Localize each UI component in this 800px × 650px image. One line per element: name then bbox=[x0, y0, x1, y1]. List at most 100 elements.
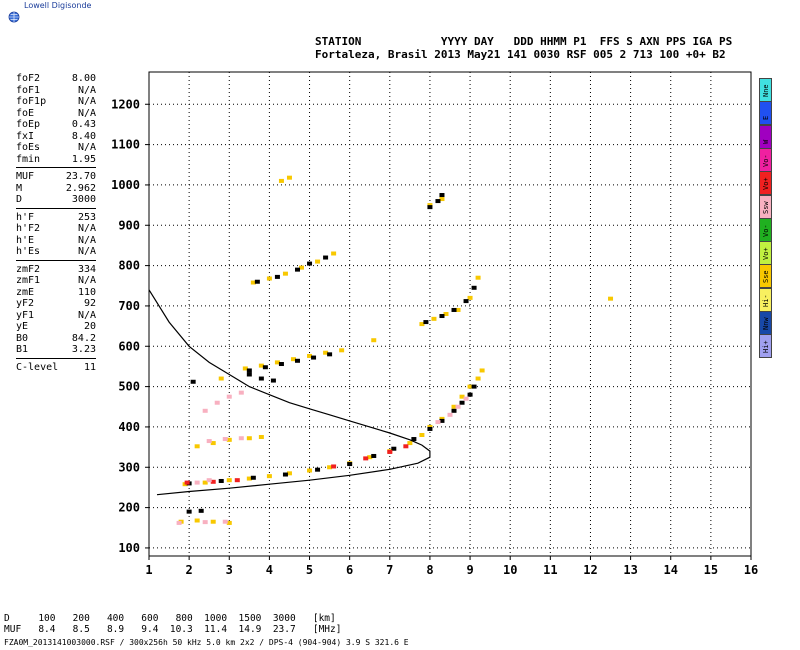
echo-point bbox=[262, 365, 268, 370]
echo-point bbox=[463, 396, 469, 401]
param-row: h'E N/A bbox=[16, 235, 96, 247]
legend-label: Vo- bbox=[762, 224, 770, 237]
echo-point bbox=[278, 178, 284, 183]
legend-label: Nnw bbox=[762, 317, 770, 330]
echo-point bbox=[427, 205, 433, 210]
echo-point bbox=[202, 480, 208, 485]
echo-point bbox=[282, 472, 288, 477]
echo-point bbox=[459, 400, 465, 405]
echo-point bbox=[439, 314, 445, 319]
echo-point bbox=[238, 390, 244, 395]
echo-point bbox=[274, 360, 280, 365]
echo-point bbox=[266, 474, 272, 479]
param-row: foF1 N/A bbox=[16, 85, 96, 97]
legend-label: Vo- bbox=[762, 154, 770, 167]
echo-point bbox=[323, 350, 329, 355]
header-line-1: STATION YYYY DAY DDD HHMM P1 FFS S AXN P… bbox=[315, 35, 733, 48]
param-row: zmE 110 bbox=[16, 287, 96, 299]
params-group-1: foF2 8.00 foF1 N/A foF1p N/A foE N/A foEp 0.43 fxI… bbox=[16, 73, 96, 165]
muf-table-row-muf: MUF 8.4 8.5 8.9 9.4 10.3 11.4 14.9 23.7 … bbox=[4, 624, 342, 635]
param-name: foEp bbox=[16, 119, 41, 130]
echo-point bbox=[234, 478, 240, 483]
param-value: 3000 bbox=[71, 194, 96, 205]
param-value: 92 bbox=[83, 298, 96, 309]
header-line-2: Fortaleza, Brasil 2013 May21 141 0030 RS… bbox=[315, 48, 726, 61]
echo-point bbox=[202, 520, 208, 525]
echo-point bbox=[451, 404, 457, 409]
y-tick-label: 600 bbox=[118, 339, 140, 353]
param-value: 84.2 bbox=[71, 332, 96, 344]
echo-point bbox=[471, 384, 477, 389]
param-name: foE bbox=[16, 107, 35, 119]
echo-point bbox=[467, 295, 473, 300]
echo-point bbox=[459, 394, 465, 399]
x-tick-label: 3 bbox=[226, 563, 233, 577]
params-group-5: C-level 11 bbox=[16, 362, 96, 374]
x-tick-label: 6 bbox=[346, 563, 353, 577]
echo-point bbox=[206, 439, 212, 444]
param-name: foF1 bbox=[16, 84, 41, 96]
echo-point bbox=[331, 251, 337, 256]
echo-point bbox=[439, 416, 445, 421]
echo-point bbox=[475, 376, 481, 381]
echo-point bbox=[339, 348, 345, 353]
param-value: 2.962 bbox=[65, 182, 96, 194]
echo-point bbox=[435, 420, 441, 425]
divider bbox=[16, 259, 96, 261]
param-row: B1 3.23 bbox=[16, 344, 96, 356]
legend-swatch bbox=[759, 101, 772, 126]
echo-point bbox=[286, 175, 292, 180]
param-name: MUF bbox=[16, 171, 35, 182]
echo-point bbox=[451, 307, 457, 312]
echo-point bbox=[294, 267, 300, 272]
echo-point bbox=[463, 299, 469, 304]
param-value: 253 bbox=[77, 211, 96, 223]
echo-point bbox=[323, 255, 329, 260]
echo-point bbox=[238, 436, 244, 441]
param-value: N/A bbox=[77, 84, 96, 96]
echo-point bbox=[327, 465, 333, 470]
param-name: zmF2 bbox=[16, 263, 41, 275]
echo-point bbox=[250, 280, 256, 285]
y-tick-label: 300 bbox=[118, 460, 140, 474]
echo-point bbox=[184, 480, 190, 485]
params-group-4: zmF2 334 zmF1 N/A zmE 110 yF2 92 yF1 N/A yE 20 B0 84.… bbox=[16, 264, 96, 356]
echo-point bbox=[274, 274, 280, 279]
echo-point bbox=[371, 453, 377, 458]
echo-point bbox=[411, 437, 417, 442]
echo-point bbox=[363, 456, 369, 461]
echo-point bbox=[222, 519, 228, 524]
divider bbox=[16, 357, 96, 359]
muf-table-row-distance: D 100 200 400 600 800 1000 1500 3000 [km… bbox=[4, 613, 336, 624]
x-tick-label: 15 bbox=[704, 563, 718, 577]
echo-point bbox=[190, 379, 196, 384]
app-logo-text: Lowell Digisonde bbox=[24, 1, 92, 10]
echo-point bbox=[311, 355, 317, 360]
param-row: D 3000 bbox=[16, 194, 96, 206]
echo-point bbox=[455, 307, 461, 312]
legend-label: Hi+ bbox=[762, 340, 770, 354]
echo-point bbox=[266, 276, 272, 281]
echo-point bbox=[307, 353, 313, 358]
param-value: 8.00 bbox=[71, 73, 96, 84]
echo-point bbox=[250, 475, 256, 480]
param-name: M bbox=[16, 182, 23, 194]
param-value: 20 bbox=[83, 321, 96, 332]
echo-point bbox=[218, 376, 224, 381]
param-row: MUF 23.70 bbox=[16, 171, 96, 183]
echo-point bbox=[391, 446, 397, 451]
echo-point bbox=[407, 441, 413, 446]
y-tick-label: 100 bbox=[118, 541, 140, 555]
param-row: foEp 0.43 bbox=[16, 119, 96, 131]
echo-point bbox=[258, 363, 264, 368]
x-tick-label: 5 bbox=[306, 563, 313, 577]
legend-swatch bbox=[759, 124, 772, 149]
param-value: 0.43 bbox=[71, 119, 96, 130]
param-row: fxI 8.40 bbox=[16, 131, 96, 143]
param-value: 334 bbox=[77, 263, 96, 275]
x-tick-label: 11 bbox=[543, 563, 557, 577]
param-name: B0 bbox=[16, 332, 29, 344]
param-name: foEs bbox=[16, 142, 41, 153]
echo-point bbox=[222, 437, 228, 442]
echo-point bbox=[186, 509, 192, 514]
